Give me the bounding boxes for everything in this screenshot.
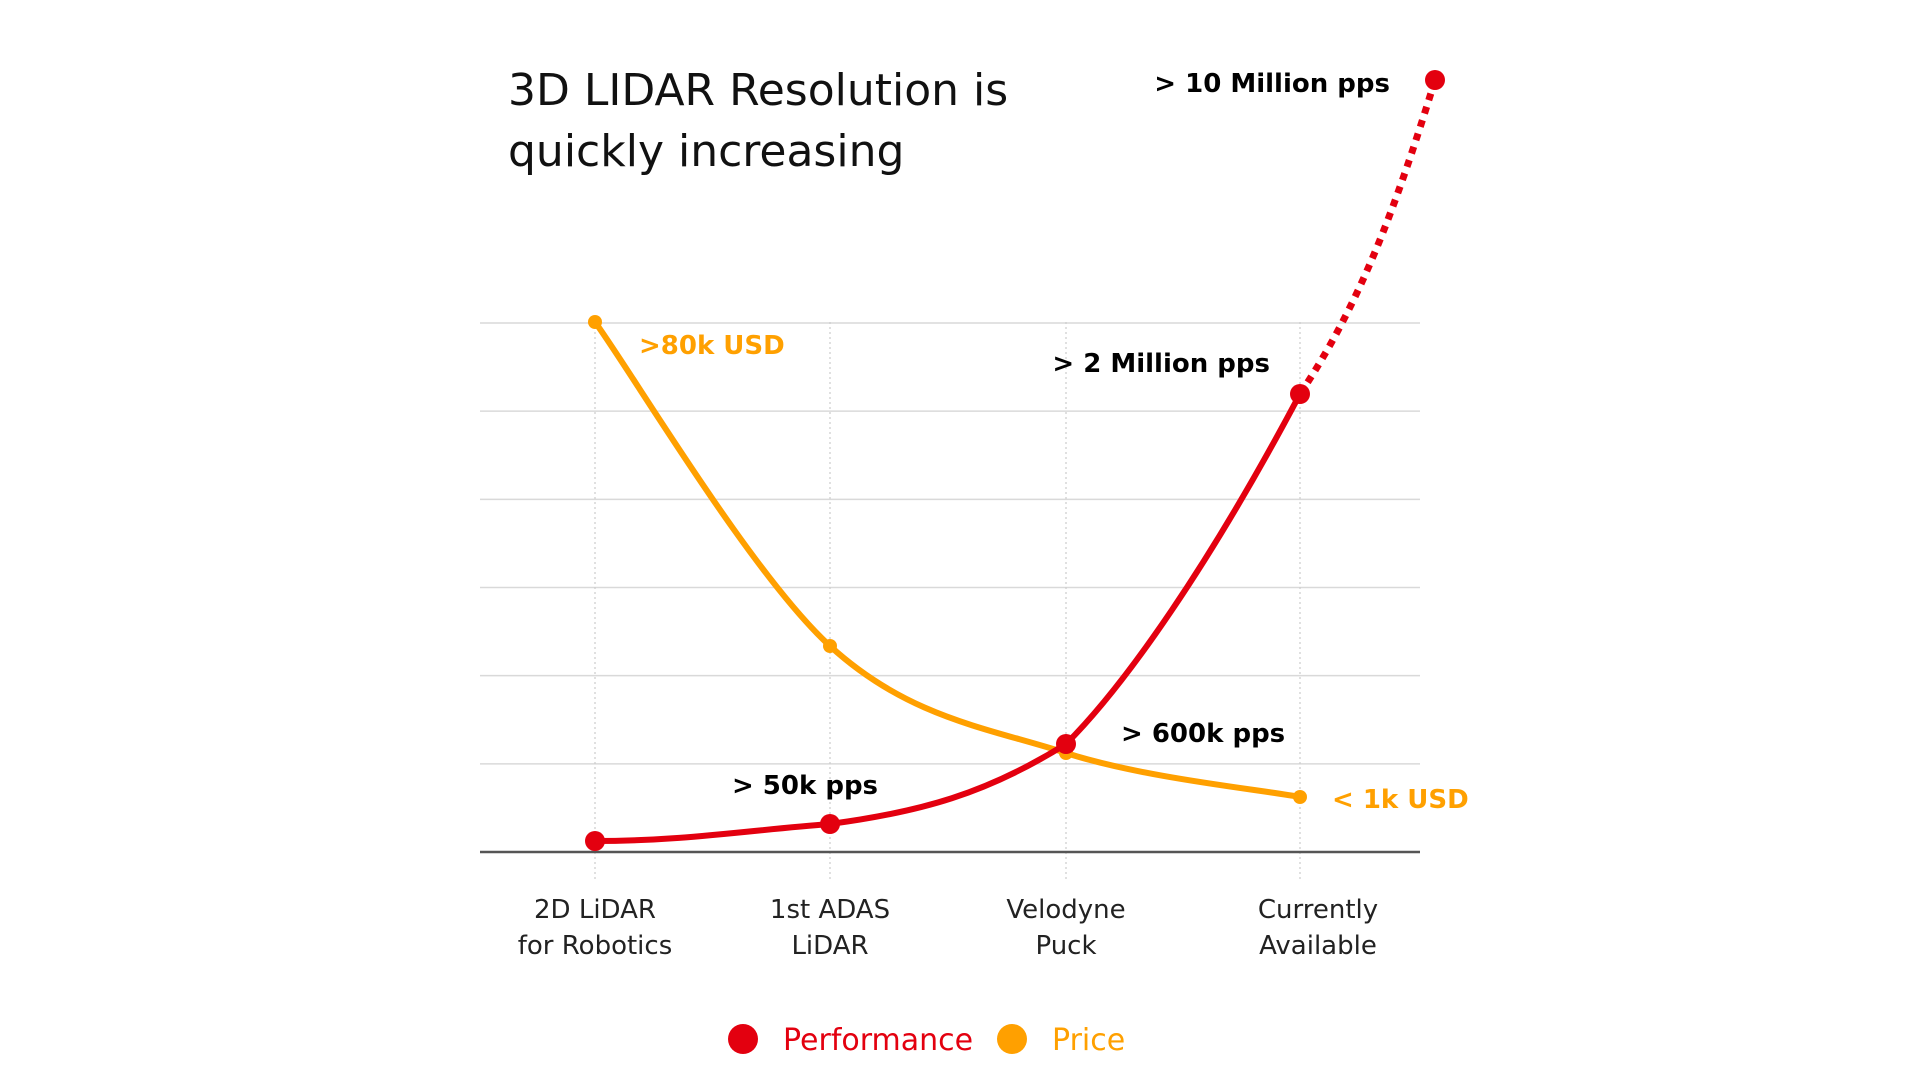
category-drop-lines — [594, 322, 1301, 880]
performance-projection-point — [1425, 70, 1445, 90]
price-point-2d-lidar-for-robotics — [588, 315, 602, 329]
performance-point-currently-available — [1290, 384, 1310, 404]
price-point-currently-available — [1293, 790, 1307, 804]
data-labels: > 50k pps > 600k pps > 2 Million pps > 10 M… — [639, 69, 1469, 815]
series-lines — [592, 78, 1439, 844]
chart-title-text: 3D LIDAR Resolution is quickly increasing — [508, 65, 1008, 177]
x-tick-label-1st-adas-lidar: 1st ADAS LiDAR — [770, 895, 890, 961]
price-line — [592, 319, 1303, 800]
performance-point-2d-lidar-for-robotics — [585, 831, 605, 851]
price-label-2d-lidar-for-robotics: >80k USD — [639, 331, 785, 361]
performance-label-1st-adas-lidar: > 50k pps — [732, 771, 878, 801]
performance-point-1st-adas-lidar — [820, 814, 840, 834]
x-tick-label-currently-available: Currently Available — [1258, 895, 1378, 961]
legend-label-price: Price — [1052, 1023, 1125, 1058]
legend: Performance Price — [728, 1023, 1125, 1058]
price-label-currently-available: < 1k USD — [1332, 785, 1469, 815]
legend-marker-performance — [728, 1024, 758, 1054]
legend-label-performance: Performance — [783, 1023, 973, 1058]
gridlines — [480, 322, 1420, 765]
performance-point-velodyne-puck — [1056, 734, 1076, 754]
x-tick-label-velodyne-puck: Velodyne Puck — [1006, 895, 1125, 961]
series-points — [585, 70, 1445, 851]
x-tick-labels: 2D LiDAR for Robotics 1st ADAS LiDAR Velodyn… — [518, 895, 1378, 961]
performance-projection-label: > 10 Million pps — [1154, 69, 1390, 99]
price-point-1st-adas-lidar — [823, 639, 837, 653]
performance-label-currently-available: > 2 Million pps — [1052, 349, 1270, 379]
x-tick-label-2d-lidar-for-robotics: 2D LiDAR for Robotics — [518, 895, 673, 961]
chart-title: 3D LIDAR Resolution is quickly increasing — [508, 65, 1008, 177]
performance-line — [592, 391, 1303, 844]
performance-label-velodyne-puck: > 600k pps — [1121, 719, 1285, 749]
legend-marker-price — [997, 1024, 1027, 1054]
performance-projection-line — [1297, 78, 1439, 396]
